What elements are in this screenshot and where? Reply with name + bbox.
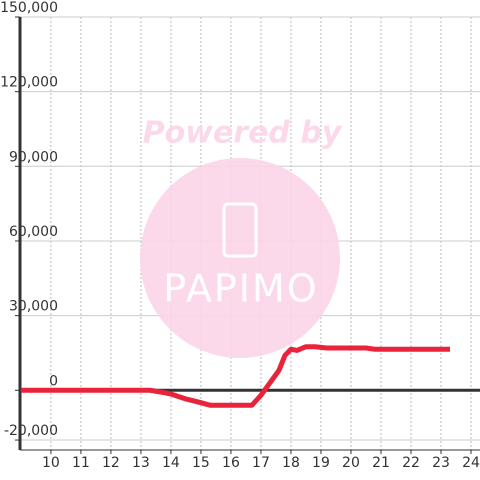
data-line xyxy=(20,344,450,408)
watermark-circle xyxy=(140,158,340,358)
watermark-logo: PAPIMO xyxy=(163,267,318,311)
x-tick-label: 18 xyxy=(282,455,300,471)
y-tick-label: 120,000 xyxy=(0,75,58,91)
x-tick-label: 24 xyxy=(462,455,480,471)
x-tick-label: 15 xyxy=(192,455,210,471)
x-tick-label: 22 xyxy=(402,455,420,471)
x-tick-label: 16 xyxy=(222,455,240,471)
watermark-text: Powered by xyxy=(143,116,343,151)
y-tick-label: -20,000 xyxy=(4,423,58,439)
x-tick-label: 11 xyxy=(72,455,90,471)
y-tick-label: 90,000 xyxy=(9,149,58,165)
x-tick-label: 12 xyxy=(102,455,120,471)
x-tick-label: 17 xyxy=(252,455,270,471)
x-tick-label: 20 xyxy=(342,455,360,471)
y-tick-label: 0 xyxy=(49,373,58,389)
x-tick-label: 13 xyxy=(132,455,150,471)
x-tick-label: 21 xyxy=(372,455,390,471)
y-tick-label: 30,000 xyxy=(9,299,58,315)
watermark-icon xyxy=(222,202,258,258)
x-tick-label: 10 xyxy=(42,455,60,471)
x-tick-label: 19 xyxy=(312,455,330,471)
y-tick-label: 150,000 xyxy=(0,0,58,16)
watermark: Powered by PAPIMO xyxy=(140,116,343,358)
y-tick-label: 60,000 xyxy=(9,224,58,240)
x-tick-label: 14 xyxy=(162,455,180,471)
x-tick-label: 23 xyxy=(432,455,450,471)
